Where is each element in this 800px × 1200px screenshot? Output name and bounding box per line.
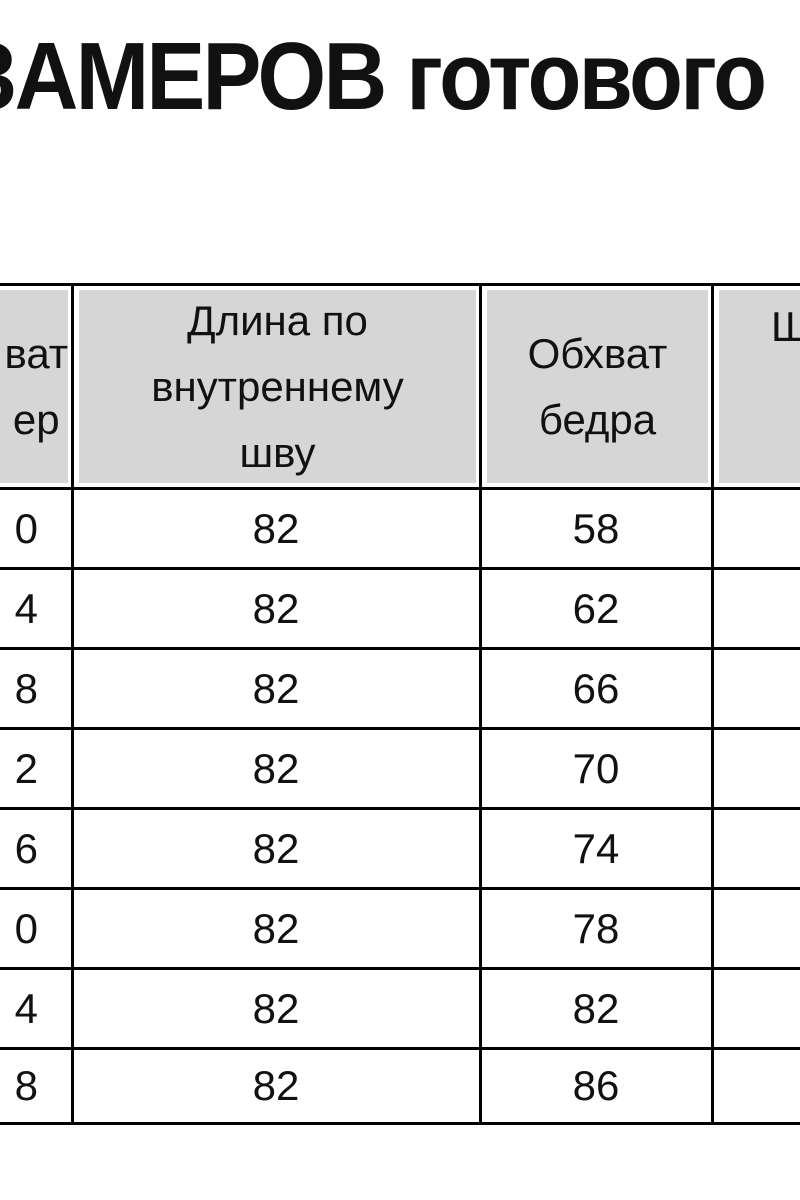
table-cell: 8 [14, 1062, 38, 1109]
table-cell: 78 [572, 904, 620, 952]
header-line: ват [4, 329, 68, 377]
column-header: Длина по внутреннему шву [75, 286, 480, 487]
row-divider [0, 487, 800, 490]
table-cell [712, 570, 800, 647]
table-cell: 82 [572, 984, 620, 1032]
table-cell [712, 970, 800, 1047]
column-divider [711, 283, 714, 1125]
table-cell [712, 650, 800, 727]
row-divider [0, 567, 800, 570]
row-divider [0, 887, 800, 890]
table-cell: 4 [14, 584, 38, 632]
row-divider [0, 1122, 800, 1125]
table-cell: 82 [252, 744, 300, 792]
table-cell: 82 [252, 584, 300, 632]
row-divider [0, 283, 800, 286]
table-cell: 62 [572, 584, 620, 632]
table-cell: 0 [14, 904, 38, 952]
header-line: ер [12, 395, 60, 443]
header-line: Ш [771, 294, 800, 360]
table-cell [712, 730, 800, 807]
table-cell: 4 [14, 984, 38, 1032]
table-cell: 2 [14, 744, 38, 792]
table-cell: 58 [572, 504, 620, 552]
table-cell [712, 890, 800, 967]
size-table: ват ер Длина по внутреннему шву Обхват бедра Ш 0… [0, 283, 800, 1125]
row-divider [0, 1047, 800, 1050]
table-cell: 8 [14, 664, 38, 712]
header-line: внутреннему [151, 362, 404, 410]
table-cell: 82 [252, 504, 300, 552]
row-divider [0, 807, 800, 810]
header-line: шву [239, 428, 316, 476]
column-divider [479, 283, 482, 1125]
table-cell: 86 [572, 1062, 620, 1109]
table-cell: 6 [14, 824, 38, 872]
table-cell: 66 [572, 664, 620, 712]
table-cell: 74 [572, 824, 620, 872]
header-line: бедра [538, 395, 657, 443]
table-cell: 82 [252, 824, 300, 872]
page-title: ЗАМЕРОВ готового [0, 23, 767, 130]
table-cell [712, 1050, 800, 1122]
column-header: Ш [715, 286, 800, 487]
table-cell: 82 [252, 984, 300, 1032]
row-divider [0, 727, 800, 730]
column-divider [71, 283, 74, 1125]
column-header: Обхват бедра [483, 286, 712, 487]
table-cell: 82 [252, 664, 300, 712]
table-cell: 82 [252, 904, 300, 952]
table-cell: 0 [14, 504, 38, 552]
table-cell: 82 [252, 1062, 300, 1109]
column-header: ват ер [0, 286, 72, 487]
table-cell: 70 [572, 744, 620, 792]
header-line: Обхват [527, 329, 668, 377]
table-cell [712, 490, 800, 567]
row-divider [0, 967, 800, 970]
table-cell [712, 810, 800, 887]
row-divider [0, 647, 800, 650]
header-line: Длина по [187, 296, 368, 344]
